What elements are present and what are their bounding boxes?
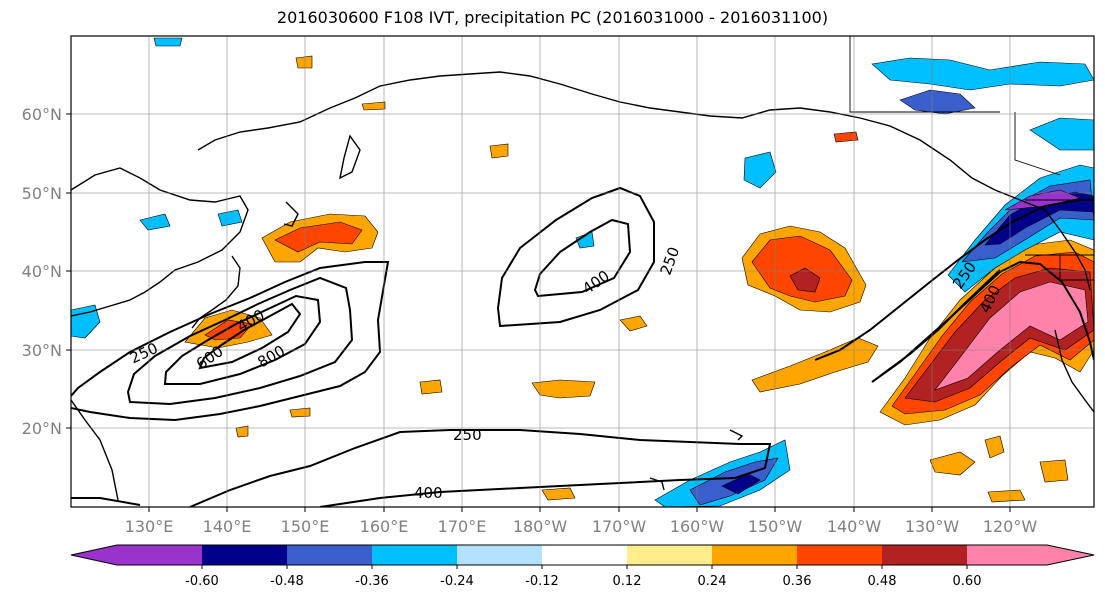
lon-label: 150°W: [748, 517, 803, 536]
colorbar-label: 0.12: [613, 574, 642, 589]
colorbar-segment: [712, 545, 797, 565]
colorbar-label: 0.60: [953, 574, 982, 589]
lon-label: 160°W: [670, 517, 725, 536]
colorbar-label: -0.60: [185, 574, 219, 589]
lat-label: 30°N: [22, 341, 62, 360]
lon-labels: 130°E 140°E 150°E 160°E 170°E 180°W 170°…: [125, 517, 1038, 536]
colorbar-segment: [287, 545, 372, 565]
lon-label: 160°E: [360, 517, 409, 536]
colorbar-segment: [457, 545, 542, 565]
lon-label: 170°E: [438, 517, 487, 536]
lon-label: 130°E: [125, 517, 174, 536]
lat-label: 60°N: [22, 105, 62, 124]
colorbar-segment: [797, 545, 882, 565]
lon-label: 150°E: [281, 517, 330, 536]
colorbar-label: -0.48: [270, 574, 304, 589]
contour-label-250-south: 250: [453, 426, 482, 444]
map-area: 250 400 600 800 250 400 250 250 400 250 …: [71, 36, 1094, 507]
lat-label: 40°N: [22, 262, 62, 281]
colorbar: -0.60 -0.48 -0.36 -0.24 -0.12 0.12 0.24 …: [70, 544, 1095, 589]
lon-label: 140°W: [827, 517, 882, 536]
lon-label: 120°W: [983, 517, 1038, 536]
lon-label: 180°W: [513, 517, 568, 536]
ivt-contours: [71, 186, 1094, 507]
colorbar-segment: [542, 545, 627, 565]
colorbar-segment: [202, 545, 287, 565]
colorbar-segment: [372, 545, 457, 565]
colorbar-extend-max: [1047, 545, 1094, 565]
map-title: 2016030600 F108 IVT, precipitation PC (2…: [276, 8, 829, 27]
colorbar-extend-min: [71, 545, 117, 565]
colorbar-label: 0.36: [783, 574, 812, 589]
colorbar-label: 0.24: [698, 574, 727, 589]
colorbar-segment: [967, 545, 1047, 565]
colorbar-label: -0.12: [525, 574, 559, 589]
tick-marks: [66, 113, 1011, 512]
lon-label: 170°W: [592, 517, 647, 536]
lon-label: 140°E: [203, 517, 252, 536]
lat-labels: 60°N 50°N 40°N 30°N 20°N: [22, 105, 62, 438]
colorbar-segment: [627, 545, 712, 565]
lat-label: 50°N: [22, 184, 62, 203]
colorbar-label: -0.24: [440, 574, 474, 589]
colorbar-segment: [117, 545, 202, 565]
lon-label: 130°W: [905, 517, 960, 536]
colorbar-outline: [70, 544, 1095, 566]
contour-label-400-south: 400: [414, 484, 443, 502]
colorbar-segment: [882, 545, 967, 565]
lat-label: 20°N: [22, 419, 62, 438]
colorbar-label: -0.36: [355, 574, 389, 589]
colorbar-label: 0.48: [868, 574, 897, 589]
graticule: [71, 36, 1094, 507]
